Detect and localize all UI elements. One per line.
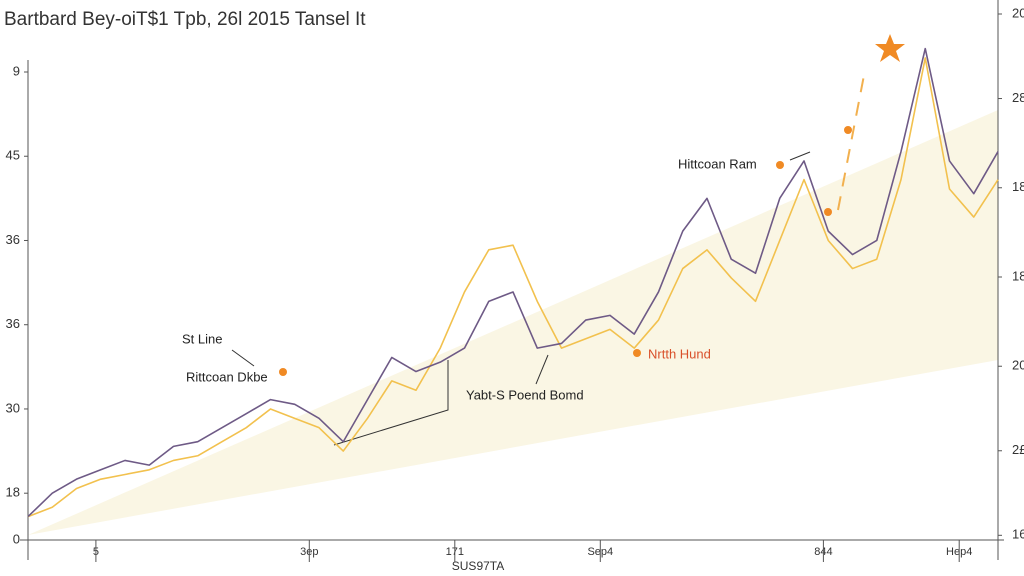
- y-tick-label: 45: [6, 148, 20, 163]
- dot: [824, 208, 832, 216]
- y2-tick-label: 18: [1012, 268, 1024, 283]
- y-tick-label: 9: [13, 63, 20, 78]
- pointer: [231, 349, 255, 367]
- y-tick-label: 36: [6, 232, 20, 247]
- y2-tick-label: 28: [1012, 90, 1024, 105]
- annotation: St Line: [182, 331, 222, 346]
- y-tick-label: 18: [6, 485, 20, 500]
- pointer: [333, 360, 449, 446]
- pointer: [535, 354, 549, 385]
- series-line: [27, 47, 999, 518]
- y-tick-label: 0: [13, 531, 20, 546]
- annotation: Nrtth Hund: [648, 346, 711, 361]
- trend-area: [28, 110, 998, 535]
- star: [875, 34, 905, 62]
- series-line: [27, 57, 999, 518]
- annotation: Yabt-S Poend Bomd: [466, 387, 584, 402]
- pointer: [789, 151, 811, 161]
- x-axis-label: SUS97TA: [452, 559, 504, 573]
- annotation: Rittcoan Dkbe: [186, 369, 268, 384]
- annotation: Hittcoan Ram: [678, 156, 757, 171]
- y2-tick-label: 20: [1012, 5, 1024, 20]
- dot: [279, 368, 287, 376]
- y2-tick-label: 20: [1012, 358, 1024, 373]
- y2-tick-label: 16: [1012, 527, 1024, 542]
- y2-tick-label: 2£: [1012, 442, 1024, 457]
- chart-title: Bartbard Bey-oiT$1 Tpb, 26l 2015 Tansel …: [4, 9, 366, 30]
- dot: [776, 161, 784, 169]
- dot: [844, 126, 852, 134]
- y-tick-label: 36: [6, 316, 20, 331]
- y2-tick-label: 18: [1012, 179, 1024, 194]
- y-tick-label: 30: [6, 400, 20, 415]
- dot: [633, 349, 641, 357]
